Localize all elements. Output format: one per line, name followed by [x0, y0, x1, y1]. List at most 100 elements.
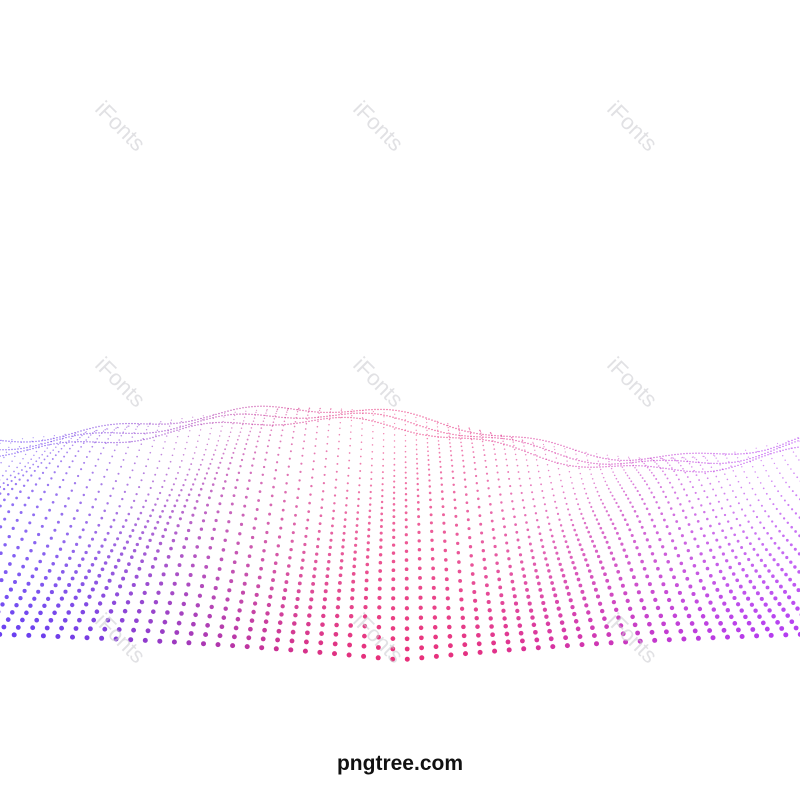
- wave-dot: [197, 418, 199, 421]
- wave-dot: [767, 448, 769, 451]
- wave-dot: [415, 448, 418, 451]
- wave-dot: [376, 624, 382, 630]
- wave-dot: [479, 436, 481, 438]
- wave-dot: [598, 494, 601, 497]
- wave-dot: [783, 589, 787, 594]
- wave-dot: [601, 502, 604, 505]
- wave-dot: [284, 423, 286, 426]
- wave-dot: [209, 604, 214, 610]
- wave-dot: [338, 416, 340, 419]
- wave-dot: [221, 615, 227, 620]
- wave-dot: [479, 438, 481, 441]
- wave-dot: [415, 439, 418, 441]
- wave-dot: [471, 442, 473, 445]
- wave-dot: [659, 459, 661, 462]
- wave-dot: [429, 521, 433, 525]
- wave-dot: [753, 608, 758, 613]
- wave-dot: [590, 473, 592, 475]
- wave-dot: [720, 507, 724, 510]
- wave-dot: [689, 452, 691, 455]
- wave-dot: [763, 564, 767, 568]
- wave-dot: [501, 608, 506, 613]
- wave-dot: [404, 567, 409, 572]
- wave-dot: [607, 585, 612, 590]
- wave-dot: [368, 509, 372, 513]
- wave-dot: [794, 447, 796, 449]
- wave-dot: [404, 434, 407, 437]
- wave-dot: [9, 474, 12, 477]
- wave-dot: [308, 409, 310, 411]
- wave-dot: [188, 631, 194, 636]
- wave-dot: [208, 438, 210, 440]
- wave-dot: [17, 472, 20, 475]
- wave-dot: [292, 621, 297, 626]
- wave-dot: [242, 581, 247, 586]
- wave-dot: [136, 455, 138, 458]
- wave-dot: [252, 420, 255, 422]
- wave-dot: [146, 438, 148, 440]
- wave-dot: [712, 488, 715, 491]
- wave-dot: [371, 420, 373, 422]
- wave-dot: [749, 460, 751, 462]
- wave-dot: [446, 615, 451, 620]
- wave-dot: [710, 462, 712, 464]
- wave-dot: [135, 492, 138, 496]
- wave-dot: [279, 440, 282, 443]
- wave-dot: [500, 600, 505, 606]
- wave-dot: [368, 515, 371, 519]
- wave-dot: [17, 441, 19, 443]
- wave-dot: [635, 461, 637, 463]
- wave-dot: [119, 423, 121, 425]
- wave-dot: [609, 518, 613, 521]
- wave-dot: [14, 441, 16, 443]
- wave-dot: [35, 440, 37, 443]
- wave-dot: [393, 440, 396, 442]
- wave-dot: [636, 514, 639, 518]
- wave-dot: [122, 546, 127, 550]
- wave-dot: [644, 465, 646, 467]
- wave-dot: [731, 466, 733, 468]
- wave-dot: [11, 526, 15, 530]
- wave-dot: [80, 433, 82, 436]
- wave-dot: [131, 436, 134, 438]
- wave-dot: [731, 490, 734, 492]
- wave-dot: [0, 485, 2, 489]
- wave-dot: [560, 444, 562, 446]
- wave-dot: [109, 525, 113, 529]
- wave-dot: [220, 457, 223, 460]
- wave-dot: [680, 453, 682, 455]
- wave-dot: [128, 591, 134, 596]
- wave-dot: [454, 514, 458, 518]
- wave-dot: [734, 465, 736, 467]
- wave-dot: [704, 462, 706, 464]
- wave-dot: [682, 467, 684, 470]
- wave-dot: [11, 439, 13, 441]
- wave-dot: [265, 412, 267, 414]
- wave-dot: [502, 517, 505, 521]
- wave-dot: [437, 430, 439, 432]
- wave-dot: [239, 599, 244, 604]
- wave-dot: [482, 433, 484, 436]
- wave-dot: [161, 423, 163, 425]
- wave-dot: [190, 563, 195, 568]
- wave-dot: [536, 464, 539, 467]
- wave-dot: [593, 514, 597, 517]
- wave-dot: [508, 564, 512, 569]
- wave-dot: [3, 498, 6, 502]
- wave-dot: [614, 463, 616, 465]
- wave-dot: [470, 563, 474, 567]
- wave-dot: [554, 452, 556, 454]
- wave-dot: [398, 410, 400, 412]
- wave-dot: [704, 472, 707, 475]
- wave-dot: [578, 466, 580, 468]
- wave-dot: [218, 415, 220, 418]
- wave-dot: [548, 475, 551, 478]
- wave-dot: [707, 471, 709, 473]
- wave-dot: [362, 412, 364, 414]
- wave-dot: [372, 430, 374, 433]
- wave-dot: [488, 434, 490, 436]
- wave-dot: [196, 473, 199, 476]
- wave-dot: [779, 626, 785, 631]
- wave-dot: [640, 459, 642, 461]
- wave-dot: [536, 455, 538, 457]
